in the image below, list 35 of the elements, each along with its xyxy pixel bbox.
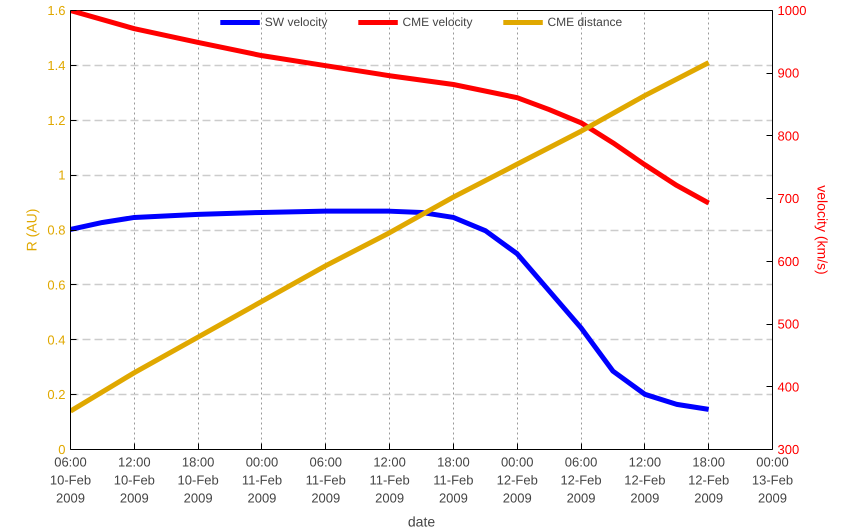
y-tick-label: 0: [58, 442, 66, 457]
y2-axis-title: velocity (km/s): [814, 185, 830, 275]
x-tick-label: 00:00 13-Feb 2009: [752, 454, 794, 506]
y2-tick-label: 800: [778, 128, 800, 144]
x-tick-label: 06:00 12-Feb 2009: [560, 454, 602, 506]
y-tick-label: 1.2: [47, 112, 66, 128]
legend-label: CME velocity: [402, 15, 472, 29]
y-tick-label: 0.6: [47, 277, 66, 292]
y2-tick-label: 700: [778, 191, 800, 206]
y-tick-label: 1.4: [47, 58, 66, 73]
y2-tick-label: 300: [778, 442, 800, 457]
y-tick-label: 0.8: [47, 222, 66, 238]
x-tick-label: 00:00 12-Feb 2009: [496, 454, 538, 506]
x-tick-label: 18:00 11-Feb 2009: [433, 454, 474, 506]
x-tick-label: 12:00 12-Feb 2009: [624, 454, 666, 506]
x-tick-label: 06:00 11-Feb 2009: [306, 454, 346, 506]
x-tick-label: 12:00 10-Feb 2009: [114, 454, 155, 506]
y2-tick-label: 900: [778, 66, 800, 81]
y2-tick-label: 500: [778, 316, 800, 332]
legend-label: CME distance: [548, 15, 622, 29]
x-tick-label: 12:00 11-Feb 2009: [369, 454, 410, 506]
y2-tick-label: 600: [778, 254, 800, 269]
y2-tick-label: 400: [778, 379, 800, 394]
x-tick-label: 18:00 10-Feb 2009: [178, 454, 219, 506]
y-axis-title: R (AU): [23, 208, 40, 252]
y-tick-label: 0.2: [47, 387, 66, 402]
y-tick-label: 1.6: [47, 3, 66, 18]
x-tick-label: 18:00 12-Feb 2009: [688, 454, 730, 506]
y-tick-label: 1: [58, 168, 66, 183]
y-tick-label: 0.4: [47, 332, 66, 348]
y2-tick-label: 1000: [778, 3, 806, 18]
legend-label: SW velocity: [264, 15, 328, 29]
x-tick-label: 06:00 10-Feb 2009: [50, 454, 92, 506]
x-axis-title: date: [408, 514, 436, 530]
x-tick-label: 00:00 11-Feb 2009: [242, 454, 282, 506]
